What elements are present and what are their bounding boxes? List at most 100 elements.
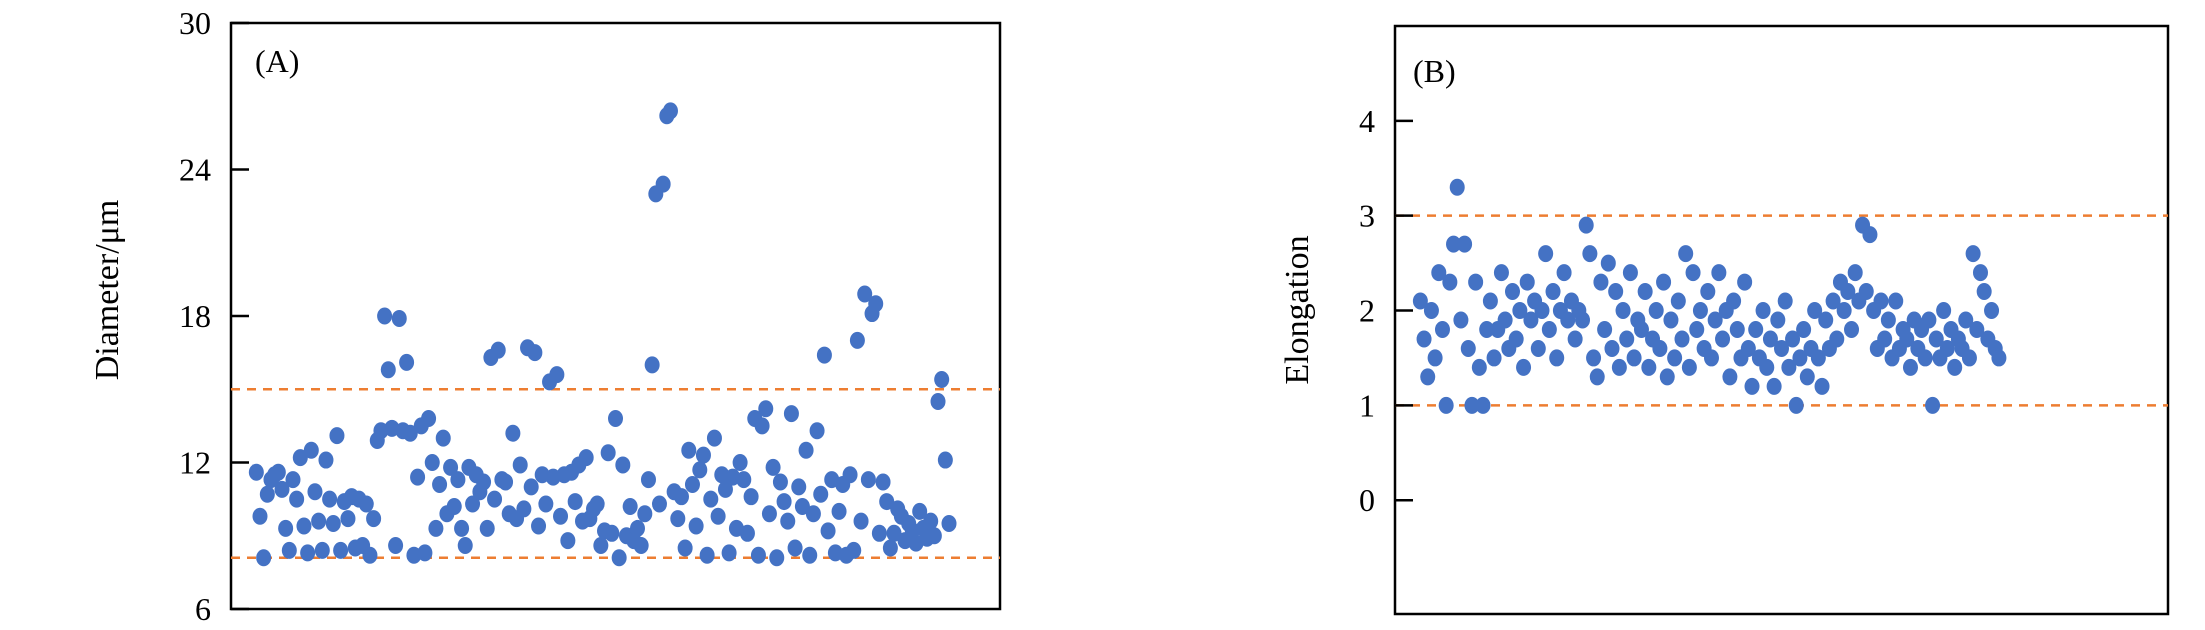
reference-lines-b bbox=[1395, 214, 2168, 407]
data-point bbox=[849, 331, 865, 349]
data-point bbox=[1681, 358, 1697, 376]
data-point bbox=[809, 422, 825, 440]
data-point bbox=[1847, 264, 1863, 282]
data-point bbox=[498, 473, 514, 491]
data-point bbox=[1670, 292, 1686, 310]
data-point bbox=[882, 539, 898, 557]
data-point bbox=[578, 449, 594, 467]
data-point bbox=[1840, 283, 1856, 301]
data-point bbox=[1560, 311, 1576, 329]
data-point bbox=[1431, 264, 1447, 282]
data-point bbox=[611, 549, 627, 567]
plot-frame-b bbox=[1393, 24, 2170, 616]
data-point bbox=[695, 446, 711, 464]
data-point bbox=[743, 488, 759, 506]
data-point bbox=[1549, 349, 1565, 367]
data-point bbox=[1711, 264, 1727, 282]
data-point bbox=[1844, 320, 1860, 338]
data-point bbox=[377, 307, 393, 325]
data-point bbox=[1519, 273, 1535, 291]
data-point bbox=[292, 449, 308, 467]
data-point bbox=[1619, 330, 1635, 348]
data-point bbox=[443, 458, 459, 476]
data-point bbox=[307, 483, 323, 501]
data-point bbox=[673, 488, 689, 506]
y-axis-label-a: Diameter/μm bbox=[89, 200, 126, 381]
data-point bbox=[1877, 330, 1893, 348]
data-point bbox=[523, 478, 539, 496]
data-point bbox=[831, 502, 847, 520]
data-point bbox=[256, 549, 272, 567]
data-point bbox=[1538, 245, 1554, 263]
data-point bbox=[1740, 339, 1756, 357]
data-point bbox=[1774, 339, 1789, 357]
data-point bbox=[1497, 311, 1513, 329]
scatter-points-b bbox=[1412, 178, 2007, 414]
data-point bbox=[1482, 292, 1498, 310]
data-point bbox=[1984, 302, 2000, 320]
data-point bbox=[937, 451, 953, 469]
panel-label-b: (B) bbox=[1413, 53, 1456, 89]
data-point bbox=[303, 441, 319, 459]
data-point bbox=[1899, 330, 1915, 348]
data-point bbox=[934, 370, 950, 388]
data-point bbox=[1412, 292, 1428, 310]
data-point bbox=[802, 546, 818, 564]
data-point bbox=[1504, 283, 1520, 301]
data-point bbox=[1759, 358, 1775, 376]
data-point bbox=[417, 544, 433, 562]
data-point bbox=[1416, 330, 1432, 348]
data-point bbox=[1814, 377, 1830, 395]
data-point bbox=[1888, 292, 1904, 310]
data-point bbox=[783, 405, 799, 423]
data-point bbox=[1530, 339, 1546, 357]
data-point bbox=[325, 515, 341, 533]
data-point bbox=[1836, 302, 1852, 320]
data-point bbox=[259, 485, 275, 503]
data-point bbox=[1796, 320, 1812, 338]
data-point bbox=[860, 471, 876, 489]
data-point bbox=[270, 463, 286, 481]
data-point bbox=[765, 458, 781, 476]
scatter-points-a bbox=[248, 102, 957, 567]
data-point bbox=[1862, 226, 1878, 244]
data-point bbox=[1479, 320, 1495, 338]
data-point bbox=[670, 510, 686, 528]
data-point bbox=[1633, 320, 1649, 338]
data-point bbox=[1626, 349, 1642, 367]
data-point bbox=[1442, 273, 1458, 291]
data-point bbox=[1663, 311, 1679, 329]
data-point bbox=[1744, 377, 1760, 395]
y-axis-ticks-a: 6 12 18 24 30 bbox=[179, 5, 249, 627]
y-tick-label: 24 bbox=[179, 152, 211, 188]
data-point bbox=[644, 356, 660, 374]
data-point bbox=[1707, 311, 1723, 329]
data-point bbox=[941, 515, 957, 533]
data-point bbox=[1541, 320, 1557, 338]
data-point bbox=[662, 102, 678, 120]
data-point bbox=[1516, 358, 1532, 376]
data-point bbox=[454, 519, 470, 537]
data-point bbox=[1810, 349, 1826, 367]
data-point bbox=[794, 497, 810, 515]
y-tick-label: 12 bbox=[179, 445, 211, 481]
data-point bbox=[1468, 273, 1484, 291]
data-point bbox=[340, 510, 356, 528]
data-point bbox=[1486, 349, 1502, 367]
data-point bbox=[1792, 349, 1808, 367]
data-point bbox=[1615, 302, 1631, 320]
data-point bbox=[615, 456, 631, 474]
data-point bbox=[1674, 330, 1690, 348]
data-point bbox=[1972, 264, 1988, 282]
data-point bbox=[1692, 302, 1708, 320]
data-point bbox=[1457, 235, 1473, 253]
data-point bbox=[516, 500, 532, 518]
data-point bbox=[912, 502, 928, 520]
data-point bbox=[1703, 349, 1719, 367]
data-point bbox=[446, 497, 462, 515]
data-point bbox=[1762, 330, 1778, 348]
data-point bbox=[278, 519, 294, 537]
data-point bbox=[1582, 245, 1598, 263]
data-point bbox=[769, 549, 785, 567]
data-point bbox=[549, 366, 565, 384]
